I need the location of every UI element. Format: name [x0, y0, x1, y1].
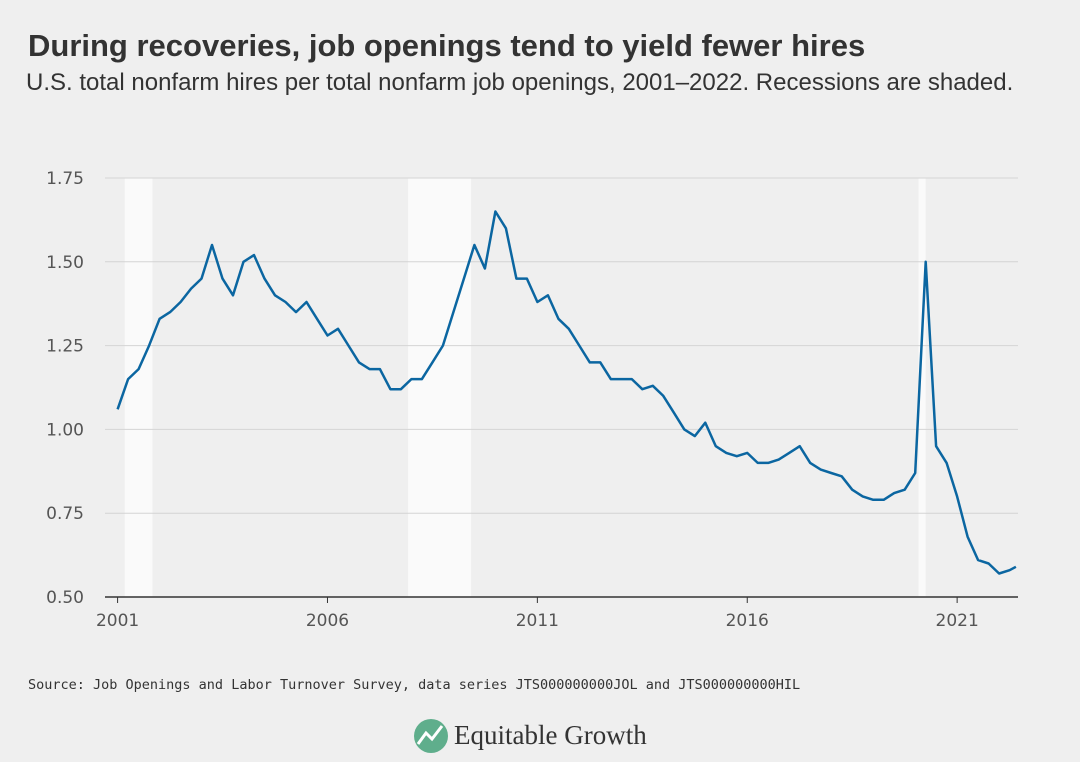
x-tick-label: 2016 [726, 611, 769, 631]
logo-icon [414, 719, 448, 753]
x-tick-label: 2006 [306, 611, 349, 631]
x-tick-label: 2021 [936, 611, 979, 631]
x-tick-label: 2001 [96, 611, 139, 631]
plot: 0.50 0.75 1.00 1.25 1.50 1.75 2001 2006 2011 2016… [46, 169, 1018, 631]
subtitle-box: U.S. total nonfarm hires per total nonfa… [26, 69, 1014, 96]
source: Source: Job Openings and Labor Turnover … [28, 677, 800, 693]
x-tick-label: 2011 [516, 611, 559, 631]
data-line [116, 210, 1017, 575]
recession-band [918, 178, 926, 597]
y-tick-label: 0.50 [46, 588, 84, 608]
brand: Equitable Growth [454, 720, 647, 750]
logo-arrow [416, 725, 444, 745]
y-tick-label: 1.25 [46, 337, 84, 357]
y-tick-label: 1.50 [46, 253, 84, 273]
chart-title: During recoveries, job openings tend to … [28, 28, 865, 63]
recession-band [408, 178, 472, 597]
chart-subtitle: U.S. total nonfarm hires per total nonfa… [26, 69, 1014, 96]
y-tick-label: 0.75 [46, 504, 84, 524]
recession-band [124, 178, 153, 597]
y-tick-label: 1.75 [46, 169, 84, 189]
y-tick-label: 1.00 [46, 420, 84, 440]
